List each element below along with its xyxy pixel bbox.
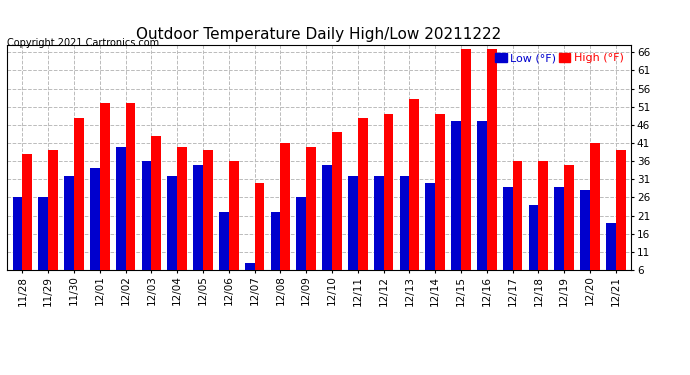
Bar [193, 165, 203, 292]
Bar [538, 161, 549, 292]
Bar [426, 183, 435, 292]
Legend: Low (°F), High (°F): Low (°F), High (°F) [493, 51, 626, 66]
Bar [555, 186, 564, 292]
Bar [400, 176, 409, 292]
Bar [116, 147, 126, 292]
Bar [332, 132, 342, 292]
Bar [477, 121, 487, 292]
Bar [297, 197, 306, 292]
Bar [219, 212, 229, 292]
Bar [348, 176, 358, 292]
Bar [255, 183, 264, 292]
Bar [229, 161, 239, 292]
Title: Outdoor Temperature Daily High/Low 20211222: Outdoor Temperature Daily High/Low 20211… [137, 27, 502, 42]
Bar [306, 147, 316, 292]
Text: Copyright 2021 Cartronics.com: Copyright 2021 Cartronics.com [7, 38, 159, 48]
Bar [22, 154, 32, 292]
Bar [616, 150, 626, 292]
Bar [487, 49, 497, 292]
Bar [100, 103, 110, 292]
Bar [322, 165, 332, 292]
Bar [74, 118, 83, 292]
Bar [64, 176, 74, 292]
Bar [435, 114, 445, 292]
Bar [12, 197, 22, 292]
Bar [606, 223, 616, 292]
Bar [126, 103, 135, 292]
Bar [48, 150, 58, 292]
Bar [151, 136, 161, 292]
Bar [529, 205, 538, 292]
Bar [39, 197, 48, 292]
Bar [280, 143, 290, 292]
Bar [590, 143, 600, 292]
Bar [451, 121, 461, 292]
Bar [580, 190, 590, 292]
Bar [461, 49, 471, 292]
Bar [374, 176, 384, 292]
Bar [564, 165, 574, 292]
Bar [513, 161, 522, 292]
Bar [384, 114, 393, 292]
Bar [358, 118, 368, 292]
Bar [503, 186, 513, 292]
Bar [90, 168, 100, 292]
Bar [177, 147, 187, 292]
Bar [203, 150, 213, 292]
Bar [270, 212, 280, 292]
Bar [141, 161, 151, 292]
Bar [168, 176, 177, 292]
Bar [245, 263, 255, 292]
Bar [409, 99, 420, 292]
